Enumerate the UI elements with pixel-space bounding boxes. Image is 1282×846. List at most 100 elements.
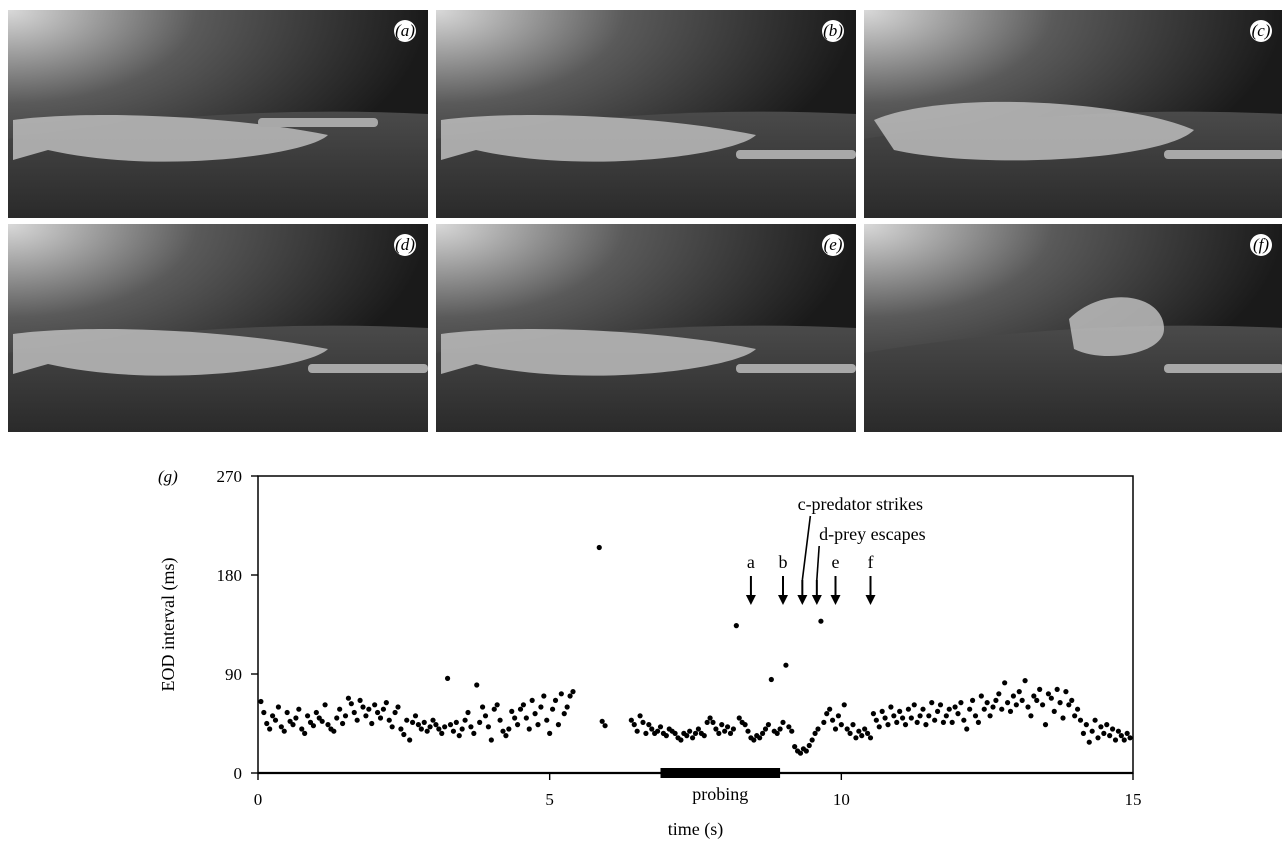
data-point [439,730,445,736]
data-point [1092,717,1098,723]
data-point [512,715,518,721]
data-point [497,717,503,723]
data-point [684,733,690,739]
data-point [357,697,363,703]
data-point [937,702,944,708]
panel-g-label: (g) [158,467,178,486]
data-point [555,722,562,728]
data-point [692,730,699,736]
x-tick-label: 10 [833,790,850,809]
data-point [444,675,451,681]
photo-panel: (e) [436,224,856,432]
data-point [961,717,967,723]
event-arrow-head [745,595,756,605]
panel-label: (d) [394,234,416,256]
data-point [351,709,357,716]
data-point [436,726,442,732]
data-point [374,709,381,716]
data-point [818,618,824,624]
data-point [873,717,879,723]
data-point [345,695,352,701]
data-point [561,711,567,717]
data-point [1045,691,1052,697]
callout-label: c-predator strikes [798,494,923,514]
data-point [427,724,433,730]
data-point [1028,713,1034,719]
data-point [1031,693,1037,699]
data-point [541,693,547,699]
data-point [911,702,917,708]
data-point [1048,695,1054,701]
data-point [409,719,416,725]
photo-panel: (a) [8,10,428,218]
data-point [412,713,419,719]
data-point [812,730,818,736]
data-point [757,735,763,741]
data-point [978,693,984,699]
data-point [418,726,424,732]
photo-panel: (b) [436,10,856,218]
data-point [870,711,877,717]
data-point [859,733,865,739]
data-point [1086,739,1092,745]
data-point [984,700,990,706]
probe-rod [736,364,856,373]
data-point [474,682,480,688]
data-point [835,713,842,719]
data-point [372,702,378,708]
data-point [908,715,914,721]
x-tick-label: 5 [545,790,554,809]
data-point [1060,715,1066,721]
data-point [354,717,360,723]
data-point [631,722,637,728]
data-point [882,715,888,721]
data-point [838,722,844,728]
data-point [891,713,897,719]
data-point [806,742,812,749]
data-point [640,719,646,725]
data-point [599,718,605,724]
data-point [1115,728,1122,734]
data-point [1121,737,1127,743]
y-tick-label: 90 [225,665,242,684]
fish-silhouette [13,329,328,376]
data-point [964,726,970,732]
event-arrow-head [778,595,788,605]
data-point [1118,733,1124,739]
data-point [267,726,273,732]
data-point [713,726,719,732]
data-point [468,724,474,730]
data-point [366,706,372,712]
event-arrow-head [830,595,841,605]
data-point [897,708,903,714]
data-point [296,706,302,712]
data-point [602,723,608,729]
data-point [334,715,340,721]
data-point [1124,730,1130,736]
data-point [678,737,684,743]
data-point [264,720,270,727]
photo-panel: (d) [8,224,428,432]
data-point [940,719,947,725]
data-point [786,724,792,730]
data-point [433,722,439,728]
data-point [456,733,462,739]
data-point [876,724,882,730]
data-point [687,728,693,734]
data-point [1013,702,1019,708]
x-axis-label: time (s) [668,819,724,840]
data-point [774,730,780,736]
probe-rod [258,118,378,127]
data-point [990,704,996,710]
data-point [902,722,909,728]
data-point [780,719,786,725]
y-tick-label: 180 [217,566,243,585]
data-point [958,700,964,706]
data-point [742,722,748,728]
data-point [856,728,862,734]
data-point [657,724,664,730]
data-point [862,726,868,732]
data-point [360,704,366,710]
data-point [733,623,739,629]
data-point [654,728,661,734]
